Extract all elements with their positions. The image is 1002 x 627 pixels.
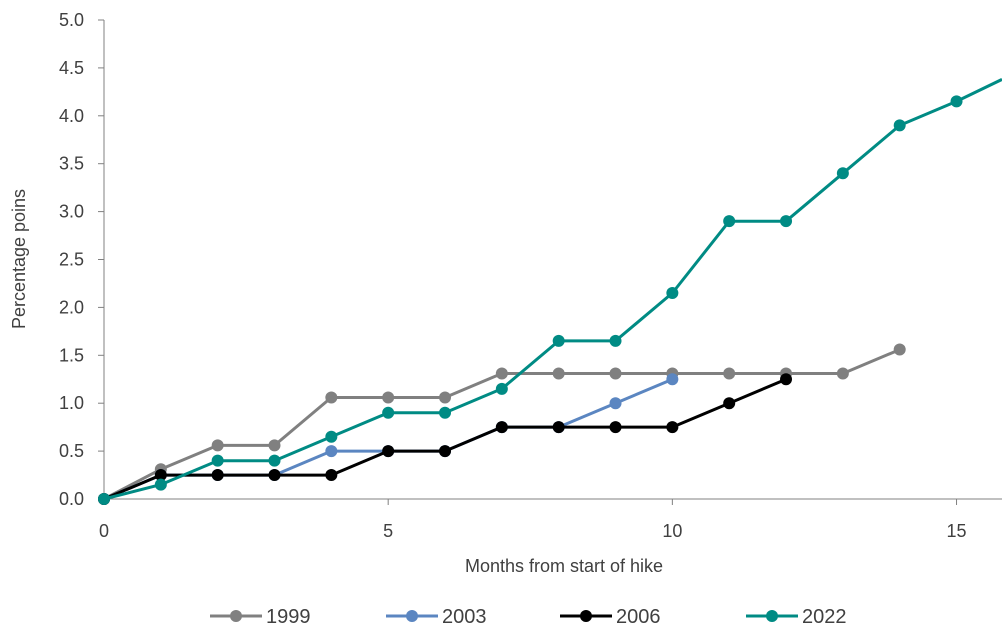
x-tick-label: 10 <box>662 521 682 541</box>
legend: 1999 2003 2006 2022 <box>210 606 847 627</box>
data-point-2022 <box>893 119 906 132</box>
data-point-2003 <box>666 373 679 386</box>
data-point-2006 <box>268 469 281 482</box>
data-point-2022 <box>780 215 793 228</box>
series-line-2022 <box>103 78 1002 501</box>
data-point-2006 <box>325 469 338 482</box>
data-point-2006 <box>439 445 452 458</box>
legend-swatch-marker <box>580 610 592 622</box>
data-point-2006 <box>609 421 622 434</box>
data-point-1999 <box>211 439 224 452</box>
series-2006 <box>98 373 793 505</box>
legend-item-2022: 2022 <box>746 606 847 627</box>
legend-item-2003: 2003 <box>386 606 487 627</box>
data-point-1999 <box>495 367 508 380</box>
data-point-2022 <box>439 406 452 419</box>
y-tick-label: 0.0 <box>59 489 84 509</box>
legend-label: 1999 <box>266 606 311 627</box>
data-point-2022 <box>382 406 395 419</box>
x-tick-label: 15 <box>947 521 967 541</box>
data-point-2022 <box>495 382 508 395</box>
data-point-2022 <box>552 334 565 347</box>
y-tick-label: 3.0 <box>59 202 84 222</box>
x-axis-ticks: 0 5 10 15 <box>99 499 967 541</box>
legend-label: 2003 <box>442 606 487 627</box>
data-point-1999 <box>325 391 338 404</box>
y-tick-label: 4.5 <box>59 58 84 78</box>
data-point-2006 <box>723 397 736 410</box>
data-point-2006 <box>780 373 793 386</box>
y-tick-label: 0.5 <box>59 441 84 461</box>
legend-label: 2022 <box>802 606 847 627</box>
data-point-2006 <box>211 469 224 482</box>
data-point-2022 <box>98 493 110 505</box>
data-point-2022 <box>154 478 167 491</box>
data-point-2003 <box>325 445 338 458</box>
data-point-1999 <box>382 391 395 404</box>
data-point-2022 <box>268 454 281 467</box>
data-point-2006 <box>382 445 395 458</box>
series-1999 <box>98 343 906 505</box>
y-tick-label: 3.5 <box>59 154 84 174</box>
y-tick-label: 1.0 <box>59 393 84 413</box>
x-tick-label: 0 <box>99 521 109 541</box>
legend-item-2006: 2006 <box>560 606 661 627</box>
data-point-1999 <box>836 367 849 380</box>
data-point-2006 <box>552 421 565 434</box>
legend-swatch-marker <box>230 610 242 622</box>
data-point-2003 <box>609 397 622 410</box>
data-point-1999 <box>723 367 736 380</box>
data-point-2022 <box>325 430 338 443</box>
y-tick-label: 4.0 <box>59 106 84 126</box>
data-point-1999 <box>552 367 565 380</box>
data-point-1999 <box>893 343 906 356</box>
data-point-2022 <box>836 167 849 180</box>
legend-swatch-marker <box>766 610 778 622</box>
data-point-1999 <box>268 439 281 452</box>
y-axis-ticks: 0.0 0.5 1.0 1.5 2.0 2.5 3.0 3.5 4.0 4.5 5.0 <box>59 10 104 509</box>
legend-label: 2006 <box>616 606 661 627</box>
series-group <box>98 78 1002 505</box>
data-point-2022 <box>211 454 224 467</box>
series-2022 <box>98 78 1002 505</box>
y-axis-title: Percentage poins <box>9 189 29 329</box>
x-axis-title: Months from start of hike <box>465 556 663 576</box>
y-tick-label: 2.0 <box>59 297 84 317</box>
y-tick-label: 5.0 <box>59 10 84 30</box>
data-point-2022 <box>723 215 736 228</box>
x-tick-label: 5 <box>383 521 393 541</box>
data-point-2006 <box>666 421 679 434</box>
legend-item-1999: 1999 <box>210 606 311 627</box>
data-point-2022 <box>609 334 622 347</box>
data-point-2022 <box>950 95 963 108</box>
data-point-2006 <box>154 469 167 482</box>
data-point-2006 <box>495 421 508 434</box>
data-point-1999 <box>439 391 452 404</box>
y-tick-label: 1.5 <box>59 345 84 365</box>
data-point-2022 <box>666 287 679 300</box>
data-point-1999 <box>609 367 622 380</box>
y-tick-label: 2.5 <box>59 250 84 270</box>
legend-swatch-marker <box>406 610 418 622</box>
